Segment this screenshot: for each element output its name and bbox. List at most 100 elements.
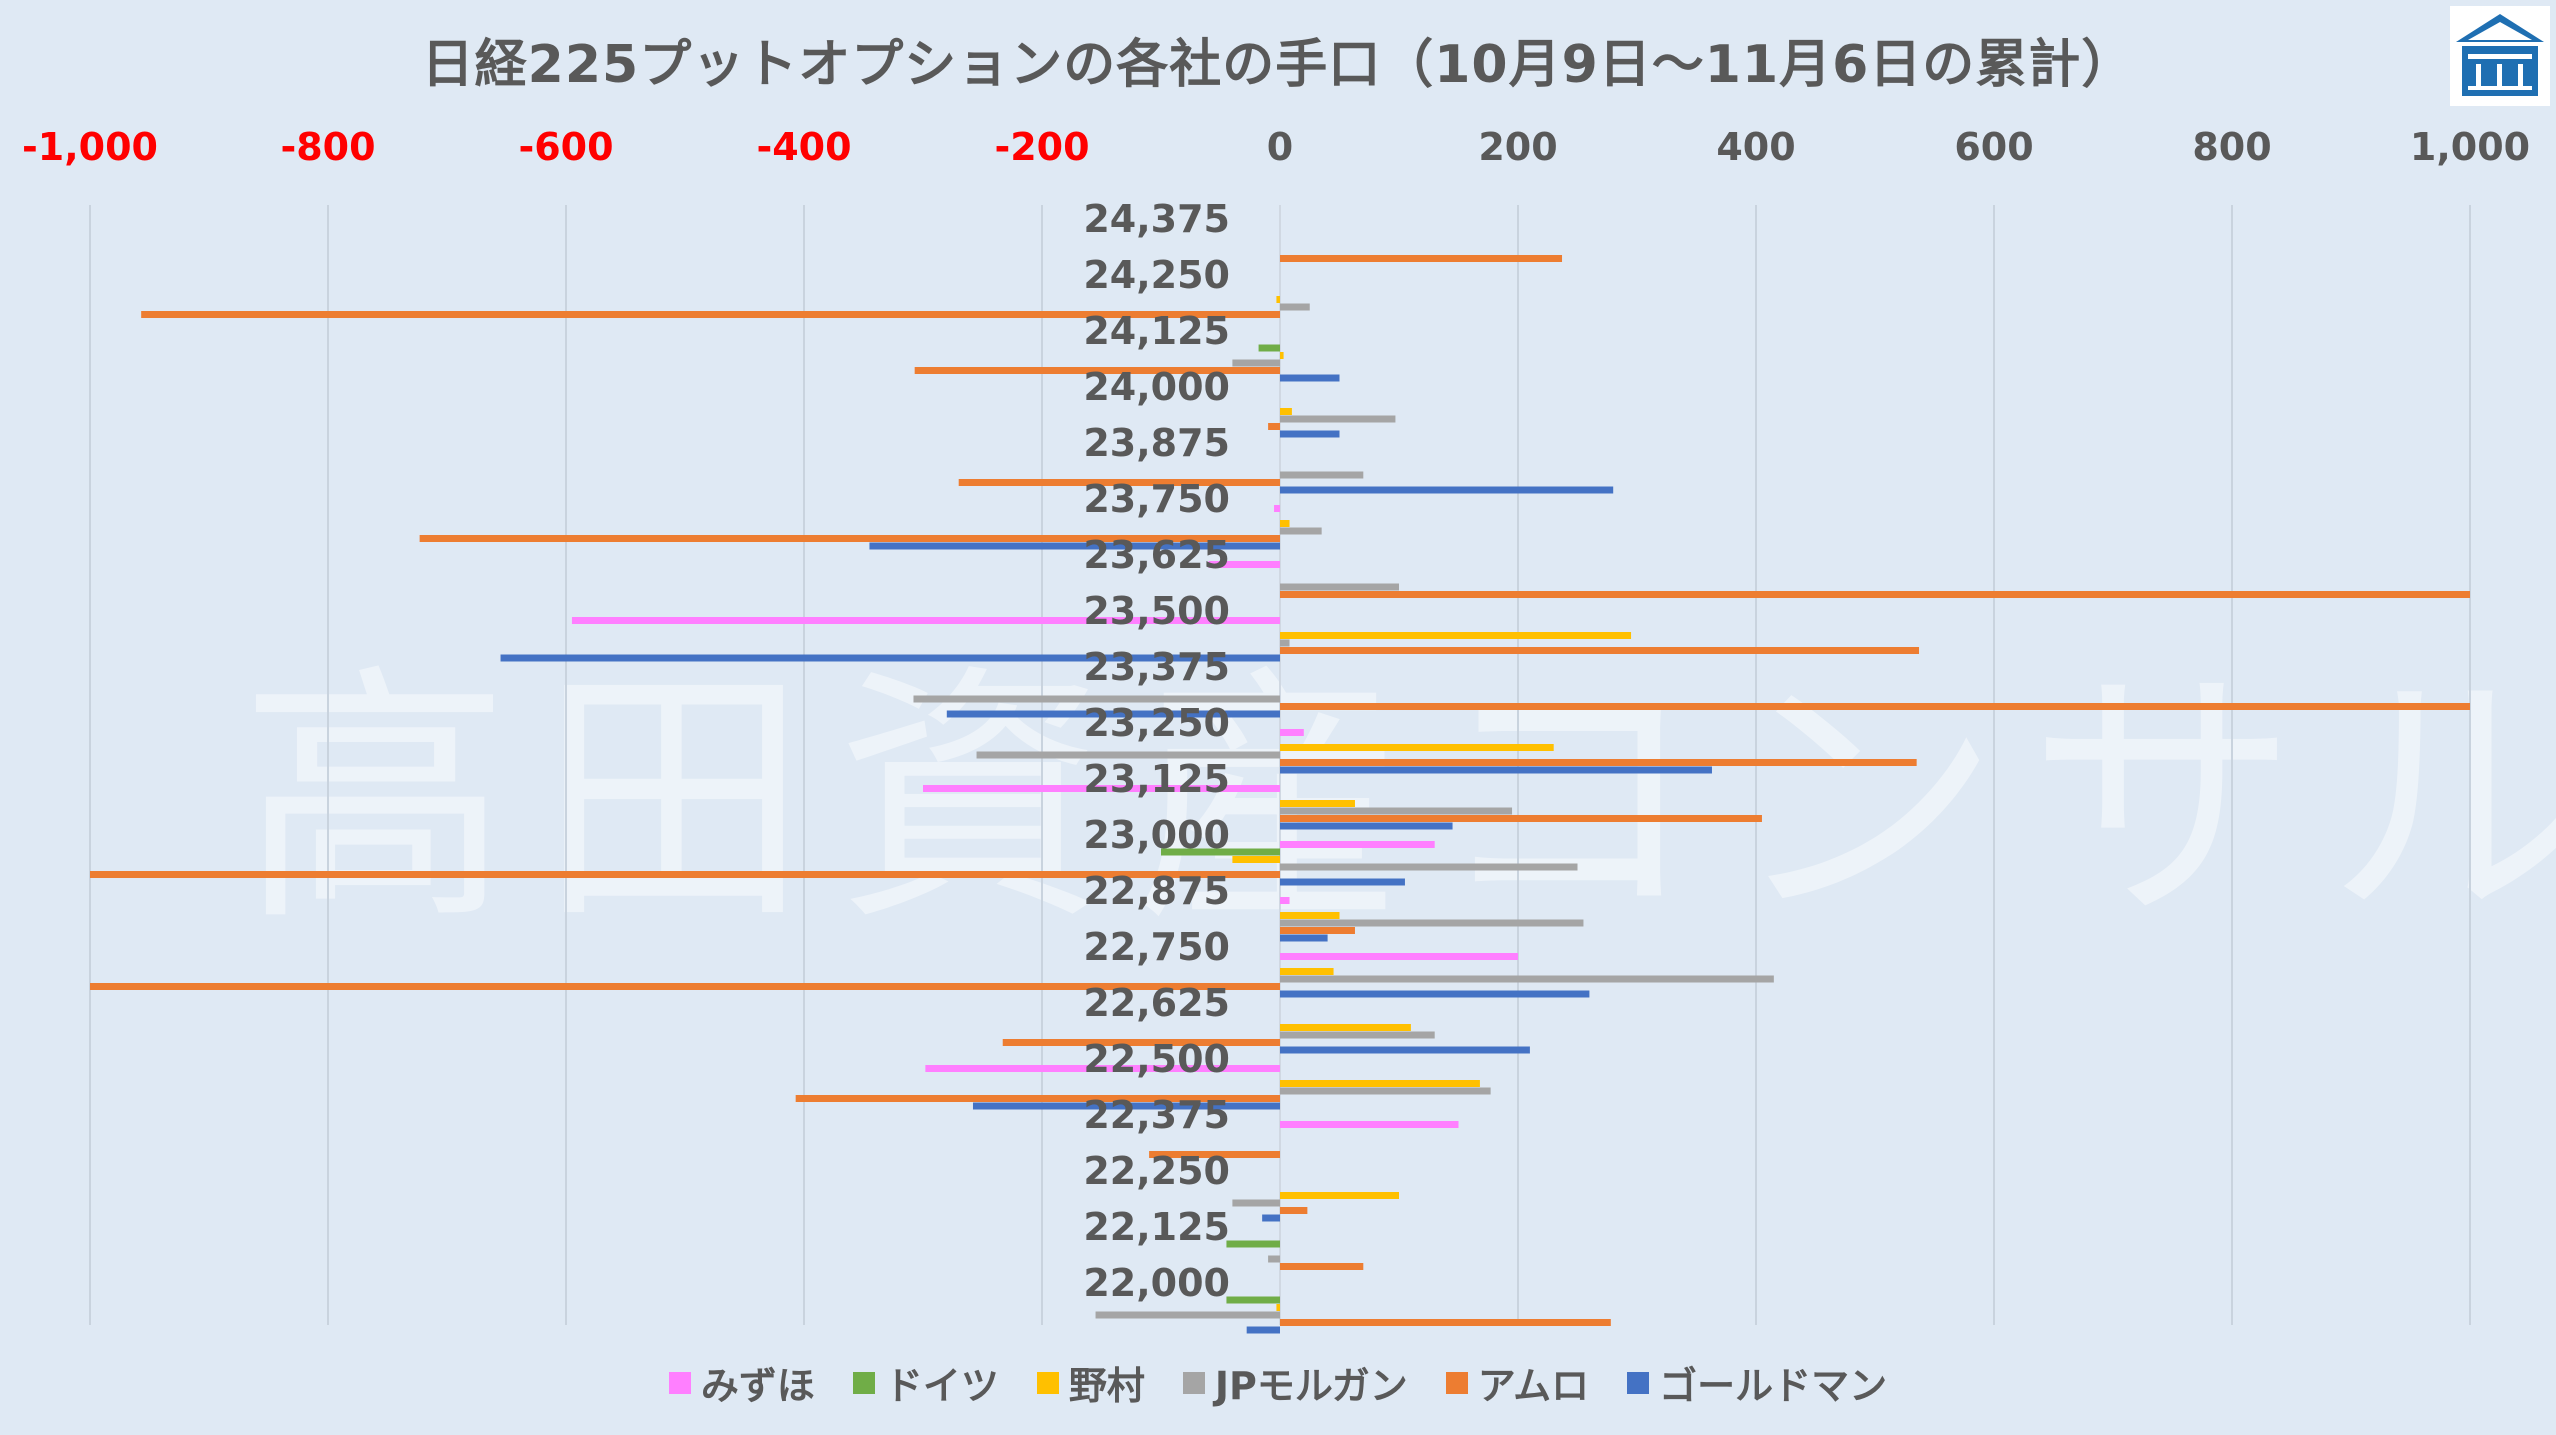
bar [1280,815,1762,822]
bar [1280,1024,1411,1031]
x-tick-label: 600 [1954,125,2033,169]
category-label: 23,250 [1083,701,1230,745]
bar [1280,822,1453,830]
x-tick-label: 1,000 [2410,125,2530,169]
legend-swatch [1627,1371,1650,1394]
bar [1280,919,1584,927]
bar [1280,759,1917,766]
bar [869,542,1280,550]
category-label: 24,375 [1083,197,1230,241]
bar [795,1095,1280,1102]
category-label: 22,000 [1083,1261,1230,1305]
bar [923,785,1280,792]
bar [1280,303,1310,311]
category-label: 22,875 [1083,869,1230,913]
bar [1280,486,1614,494]
x-tick-label: 200 [1478,125,1557,169]
company-logo-icon [2450,6,2550,106]
x-tick-label: 0 [1267,125,1293,169]
bar [1280,352,1284,359]
bar [1280,374,1340,382]
legend-label: アムロ [1477,1364,1590,1408]
legend-item: アムロ [1445,1355,1590,1410]
bar [1280,430,1340,438]
bar [1280,934,1328,942]
bar [1280,703,2470,710]
category-label: 24,000 [1083,365,1230,409]
bar [1280,408,1292,415]
bar [1280,766,1712,774]
legend-label: ゴールドマン [1659,1364,1888,1408]
category-label: 24,125 [1083,309,1230,353]
x-tick-labels: -1,000 -800 -600 -400 -200 0 200 400 600 800 1,000 [22,125,2530,169]
category-label: 22,250 [1083,1149,1230,1193]
bar [1232,856,1280,863]
bar [571,617,1280,624]
bar [1208,561,1280,568]
category-label: 23,875 [1083,421,1230,465]
chart-title: 日経225プットオプションの各社の手口（10月9日～11月6日の累計） [421,35,2135,95]
bar [1258,344,1280,352]
bar [1280,863,1578,871]
legend-label: 野村 [1068,1364,1145,1408]
legend-item: ドイツ [852,1355,999,1410]
legend-item: 野村 [1036,1355,1145,1410]
bar [1280,1121,1459,1128]
bar [1280,520,1290,527]
bar-layer [90,255,2470,1334]
category-label: 22,375 [1083,1093,1230,1137]
bar [913,695,1280,703]
category-label: 23,625 [1083,533,1230,577]
bar [90,871,1280,878]
bar [1280,415,1396,423]
legend-swatch [1036,1371,1059,1394]
category-label: 23,000 [1083,813,1230,857]
bar [1268,423,1280,430]
bar [1280,471,1364,479]
bar [1095,1311,1280,1319]
bar [1280,897,1290,904]
bar [1002,1039,1280,1046]
x-tick-label: -400 [756,125,851,169]
bar [1280,639,1290,647]
category-label: 22,500 [1083,1037,1230,1081]
bar [1262,1214,1280,1222]
category-label: 24,250 [1083,253,1230,297]
bar [946,710,1280,718]
bar [1280,878,1405,886]
legend-swatch [852,1371,875,1394]
x-tick-label: -200 [994,125,1089,169]
bar [1280,1207,1308,1214]
bar [1280,975,1774,983]
bar [1268,1255,1280,1263]
bar [972,1102,1280,1110]
bar [141,311,1280,318]
bar [1226,1240,1280,1248]
bar [1280,583,1399,591]
legend: みずほ ドイツ 野村 JPモルガン アムロ ゴールドマン [0,1355,2556,1410]
bar [500,654,1280,662]
bar [1280,729,1304,736]
bar [1280,255,1563,262]
bar [925,1065,1280,1072]
legend-item: ゴールドマン [1627,1355,1887,1410]
bar [1232,359,1280,367]
category-label: 22,125 [1083,1205,1230,1249]
x-tick-label: -800 [280,125,375,169]
bar [1280,647,1920,654]
legend-swatch [668,1371,691,1394]
x-tick-label: -600 [518,125,613,169]
legend-swatch [1445,1371,1468,1394]
x-tick-label: 400 [1716,125,1795,169]
bar [1280,1263,1364,1270]
category-label: 22,625 [1083,981,1230,1025]
bar [1280,632,1632,639]
legend-label: みずほ [700,1364,815,1408]
bar [976,751,1280,759]
bar [1246,1326,1280,1334]
bar [1280,1046,1530,1054]
bar [1280,953,1518,960]
x-tick-label: 800 [2192,125,2271,169]
